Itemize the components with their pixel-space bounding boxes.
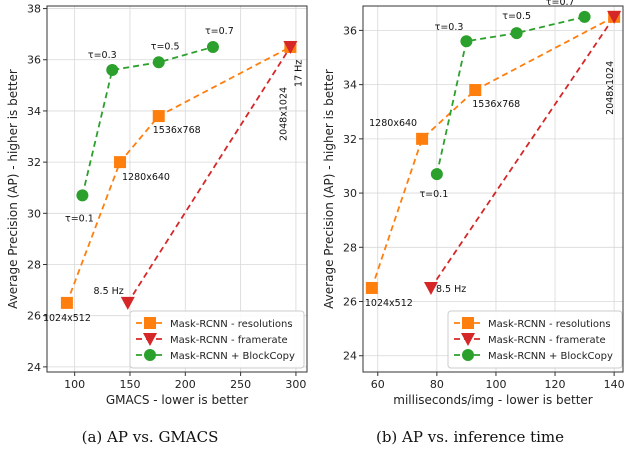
x-tick-label: 120 — [545, 378, 566, 391]
legend: Mask-RCNN - resolutions Mask-RCNN - frame… — [447, 310, 623, 369]
legend-entry: Mask-RCNN - resolutions — [170, 319, 293, 330]
data-point-square — [365, 281, 378, 294]
data-point-triangle-down — [120, 296, 135, 310]
legend-entry: Mask-RCNN - framerate — [488, 335, 606, 346]
vertical-annotation: 2048x1024 — [605, 61, 616, 115]
x-tick-label: 100 — [64, 378, 85, 391]
y-tick-label: 30 — [27, 207, 41, 220]
series-line-2 — [435, 15, 585, 175]
vertical-annotation: 17 Hz — [617, 0, 627, 1]
data-point-circle — [578, 10, 591, 23]
y-tick-label: 26 — [27, 310, 41, 323]
data-point-square — [469, 84, 482, 97]
data-point-circle — [460, 35, 473, 48]
legend-marker — [143, 333, 157, 346]
series-line-0 — [371, 16, 615, 289]
x-tick-label: 100 — [485, 378, 506, 391]
data-point-square — [114, 156, 127, 169]
data-point-circle — [206, 40, 219, 53]
x-tick-label: 250 — [230, 378, 251, 391]
data-point-square — [152, 110, 165, 123]
x-axis-label: GMACS - lower is better — [106, 393, 248, 407]
legend-entry: Mask-RCNN - framerate — [170, 335, 288, 346]
y-tick-label: 38 — [27, 3, 41, 16]
data-point-circle — [510, 27, 523, 40]
y-tick-label: 36 — [27, 54, 41, 67]
figure-caption: (b) AP vs. inference time — [376, 428, 564, 446]
y-tick-label: 24 — [343, 350, 357, 363]
x-tick-label: 80 — [430, 378, 444, 391]
data-point-square — [60, 296, 73, 309]
vertical-annotation: 2048x1024 — [278, 87, 289, 141]
x-tick-label: 200 — [175, 378, 196, 391]
point-label: τ=0.3 — [88, 50, 117, 61]
legend-entry: Mask-RCNN - resolutions — [488, 319, 611, 330]
figure-caption: (a) AP vs. GMACS — [82, 428, 219, 446]
legend-marker — [461, 333, 475, 346]
y-axis-label: Average Precision (AP) - higher is bette… — [322, 69, 336, 309]
data-point-square — [416, 132, 429, 145]
point-label: 1280x640 — [369, 118, 417, 129]
data-point-circle — [152, 56, 165, 69]
series-line-0 — [66, 46, 291, 304]
y-tick-label: 26 — [343, 296, 357, 309]
vertical-annotation: 17 Hz — [293, 60, 304, 87]
legend-box — [129, 310, 305, 369]
grid — [47, 6, 307, 372]
y-axis-label: Average Precision (AP) - higher is bette… — [6, 69, 20, 309]
chart-ap-vs-gmacs: 100 150 200 250 300 24 26 28 30 32 34 36 38 1024x512 1… — [6, 3, 308, 446]
point-label: τ=0.3 — [435, 22, 464, 33]
point-label: 1536x768 — [472, 99, 520, 110]
point-label: 1024x512 — [43, 313, 91, 324]
x-tick-label: 150 — [119, 378, 140, 391]
series-line-2 — [81, 46, 214, 196]
x-axis-label: milliseconds/img - lower is better — [393, 393, 593, 407]
legend-entry: Mask-RCNN + BlockCopy — [488, 351, 613, 362]
legend-box — [447, 310, 623, 369]
legend: Mask-RCNN - resolutions Mask-RCNN - frame… — [129, 310, 305, 369]
x-tick-label: 140 — [604, 378, 625, 391]
plot-frame — [362, 5, 624, 373]
point-label: 1536x768 — [153, 125, 201, 136]
y-tick-label: 34 — [343, 79, 357, 92]
data-point-triangle-down — [283, 40, 298, 54]
point-label: 8.5 Hz — [436, 284, 466, 295]
legend-marker — [462, 349, 474, 361]
point-label: τ=0.5 — [502, 11, 531, 22]
point-label: 1024x512 — [365, 298, 413, 309]
x-tick-label: 60 — [371, 378, 385, 391]
data-point-circle — [106, 63, 119, 76]
data-point-circle — [76, 189, 89, 202]
point-label: τ=0.7 — [546, 0, 575, 8]
series-line-1 — [127, 46, 292, 304]
y-tick-label: 30 — [343, 187, 357, 200]
legend-marker — [462, 317, 474, 329]
y-tick-label: 36 — [343, 24, 357, 37]
legend-marker — [144, 317, 156, 329]
y-tick-label: 24 — [27, 361, 41, 374]
series-line-1 — [430, 16, 615, 289]
data-point-triangle-down — [423, 281, 438, 295]
grid — [363, 6, 623, 372]
legend-entry: Mask-RCNN + BlockCopy — [170, 351, 295, 362]
data-point-triangle-down — [607, 10, 622, 24]
point-label: 8.5 Hz — [94, 286, 124, 297]
point-label: τ=0.1 — [419, 189, 448, 200]
y-tick-label: 34 — [27, 105, 41, 118]
y-tick-label: 28 — [343, 241, 357, 254]
point-label: τ=0.1 — [65, 213, 94, 224]
chart-ap-vs-inference-time: 60 80 100 120 140 24 26 28 30 32 34 36 1024x512 1280x… — [322, 0, 627, 446]
legend-marker — [144, 349, 156, 361]
y-tick-label: 32 — [343, 133, 357, 146]
y-tick-label: 28 — [27, 259, 41, 272]
point-label: 1280x640 — [122, 172, 170, 183]
plot-frame — [46, 5, 308, 373]
y-tick-label: 32 — [27, 156, 41, 169]
point-label: τ=0.5 — [151, 41, 180, 52]
data-point-circle — [430, 168, 443, 181]
x-tick-label: 300 — [285, 378, 306, 391]
point-label: τ=0.7 — [205, 26, 234, 37]
